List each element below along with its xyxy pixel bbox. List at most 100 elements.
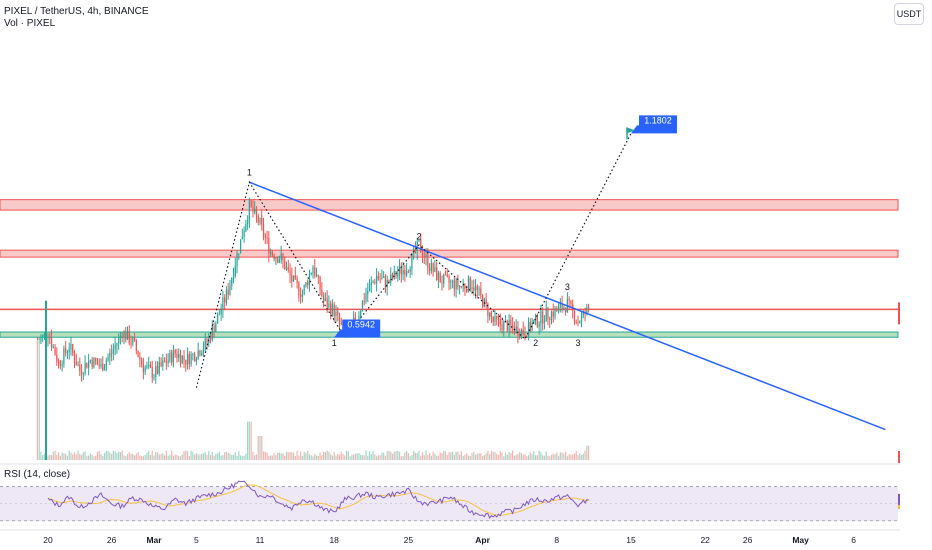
candle-body	[331, 304, 334, 315]
candle-body	[192, 353, 194, 355]
candle-body	[326, 298, 328, 308]
volume-bar	[172, 456, 175, 460]
candle-body	[133, 337, 136, 342]
target-flag-icon	[627, 127, 635, 134]
candle-body	[520, 329, 523, 337]
volume-bar	[103, 452, 106, 460]
volume-bar	[497, 454, 500, 460]
candle-body	[54, 347, 56, 355]
volume-bar	[273, 453, 275, 460]
volume-bar	[328, 451, 330, 460]
volume-bar	[289, 452, 291, 460]
candle-body	[291, 275, 293, 282]
volume-bar	[425, 450, 427, 460]
candle-body	[77, 365, 79, 367]
volume-bar	[545, 451, 547, 460]
volume-bar	[301, 455, 304, 460]
volume-bar	[496, 453, 498, 460]
candle-body	[370, 282, 372, 285]
volume-bar	[82, 452, 84, 460]
volume-bar	[356, 453, 358, 460]
volume-bar	[503, 456, 505, 460]
volume-bar	[573, 453, 576, 460]
candle-body	[167, 360, 169, 364]
candle-body	[543, 321, 546, 324]
candle-body	[554, 308, 556, 317]
candle-body	[407, 271, 410, 273]
candle-body	[383, 276, 385, 278]
volume-bar	[139, 455, 141, 460]
volume-bar	[91, 454, 93, 460]
candle-body	[181, 355, 183, 364]
candle-body	[248, 200, 251, 221]
volume-bar	[284, 455, 286, 460]
candle-body	[406, 271, 408, 276]
volume-bar	[165, 450, 167, 460]
volume-bar	[282, 453, 284, 460]
volume-bar	[194, 454, 196, 460]
candle-body	[105, 360, 107, 367]
candle-body	[98, 364, 100, 367]
candle-body	[368, 284, 371, 292]
candle-body	[556, 308, 558, 312]
volume-bar	[533, 451, 535, 460]
volume-bar	[499, 450, 501, 460]
volume-bar	[100, 454, 102, 460]
candle-body	[377, 276, 379, 279]
candle-body	[457, 279, 459, 287]
candle-body	[393, 270, 395, 279]
candle-body	[186, 353, 189, 365]
volume-bar	[519, 451, 521, 460]
volume-bar	[413, 450, 415, 460]
volume-bar	[471, 453, 473, 460]
candle-body	[178, 354, 180, 358]
candle-body	[174, 350, 176, 354]
volume-bar	[95, 455, 97, 460]
x-tick-label: 26	[743, 535, 753, 545]
candle-body	[499, 319, 501, 325]
candle-body	[61, 363, 63, 366]
volume-bar	[587, 445, 590, 460]
candle-body	[459, 286, 461, 288]
candle-body	[165, 361, 167, 364]
candle-body	[264, 235, 266, 238]
currency-button[interactable]: USDT	[894, 3, 924, 25]
volume-bar	[344, 455, 346, 460]
candle-body	[312, 267, 314, 274]
volume-bar	[250, 421, 252, 460]
trendline	[249, 181, 886, 431]
volume-bar	[526, 456, 528, 460]
candle-body	[524, 333, 526, 337]
candle-body	[340, 322, 342, 325]
volume-bar	[218, 451, 220, 460]
candle-body	[557, 306, 560, 312]
candle-body	[501, 324, 503, 331]
candle-body	[268, 237, 270, 254]
candle-body	[466, 288, 468, 292]
volume-bar	[153, 455, 155, 460]
candle-body	[563, 307, 565, 310]
volume-bar	[208, 451, 210, 460]
price-chart[interactable]: 1231230.59421.18020.30000.40000.50000.60…	[0, 0, 900, 550]
volume-bar	[351, 454, 353, 460]
candle-body	[418, 240, 420, 242]
volume-bar	[377, 455, 379, 460]
candle-body	[414, 248, 417, 252]
candle-body	[375, 276, 378, 284]
candle-body	[239, 239, 242, 254]
candle-body	[400, 266, 402, 275]
candle-body	[303, 285, 305, 295]
volume-bar	[487, 450, 489, 460]
volume-bar	[197, 454, 199, 460]
candle-body	[540, 311, 542, 324]
candle-body	[526, 336, 528, 338]
candle-body	[409, 269, 411, 272]
volume-bar	[114, 451, 116, 460]
volume-bar	[457, 451, 459, 460]
volume-bar	[128, 451, 130, 460]
volume-bar	[459, 454, 461, 460]
volume-bar	[195, 453, 198, 460]
candle-body	[480, 288, 482, 295]
volume-bar	[52, 451, 54, 460]
